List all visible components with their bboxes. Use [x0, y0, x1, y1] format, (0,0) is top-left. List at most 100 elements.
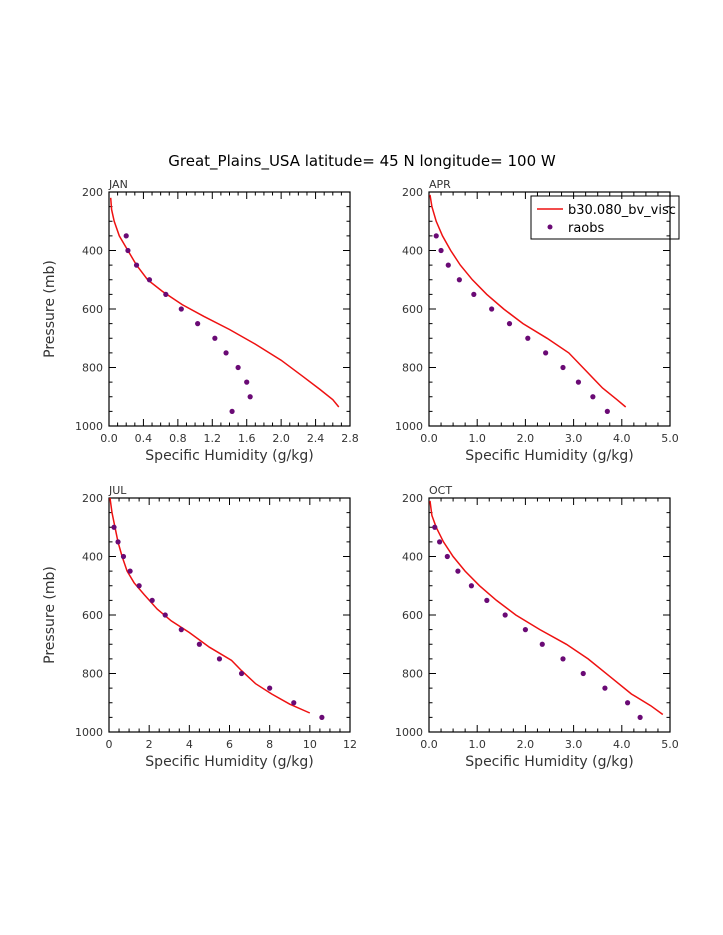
y-tick-label: 800 [82, 668, 103, 681]
obs-point [637, 714, 643, 720]
obs-point [216, 656, 223, 662]
obs-point [580, 670, 586, 677]
obs-point [223, 350, 229, 356]
obs-point [590, 394, 596, 400]
page-title: Great_Plains_USA latitude= 45 N longitud… [168, 152, 556, 171]
obs-point [111, 524, 117, 530]
plot-frame [108, 191, 351, 427]
y-tick-label: 800 [82, 362, 103, 375]
obs-point [136, 583, 142, 589]
plot-frame [428, 497, 671, 733]
obs-point [525, 335, 531, 341]
obs-point [178, 306, 184, 312]
model-line-apr [429, 194, 627, 408]
obs-point [438, 247, 444, 254]
x-tick-label: 2.8 [341, 432, 359, 445]
obs-point [267, 685, 273, 691]
y-tick-label: 600 [402, 609, 423, 622]
obs-point [539, 641, 545, 647]
x-tick-label: 5.0 [661, 432, 679, 445]
chart-panels: JAN 0.0 0.4 0.8 1.2 1.6 2.0 2.4 2.8 200 400 600 800 1… [42, 178, 679, 770]
x-tick-label: 8 [266, 738, 273, 751]
y-tick-label: 200 [82, 186, 103, 199]
obs-point [575, 379, 582, 385]
x-tick-label: 6 [226, 738, 233, 751]
obs-point [244, 379, 250, 385]
obs-point [560, 364, 566, 371]
y-tick-label: 200 [82, 492, 103, 505]
y-tick-label: 1000 [395, 726, 423, 739]
obs-point [604, 408, 610, 414]
y-tick-label: 1000 [75, 420, 103, 433]
x-tick-label: 0.0 [100, 432, 118, 445]
obs-point [195, 321, 201, 327]
x-tick-label: 3.0 [565, 432, 583, 445]
x-tick-label: 4.0 [613, 432, 631, 445]
obs-point [196, 641, 202, 647]
x-axis-label: Specific Humidity (g/kg) [145, 448, 313, 464]
x-tick-label: 12 [343, 738, 357, 751]
x-tick-label: 4.0 [613, 738, 631, 751]
x-tick-label: 2.0 [272, 432, 290, 445]
model-line-oct [429, 500, 664, 716]
obs-point [432, 524, 438, 530]
obs-point [560, 656, 566, 662]
x-tick-label: 2.4 [307, 432, 325, 445]
y-axis-label: Pressure (mb) [42, 566, 58, 664]
plot-frame [108, 497, 351, 733]
y-tick-label: 200 [402, 186, 423, 199]
y-tick-label: 400 [402, 551, 423, 564]
obs-point [163, 291, 169, 297]
x-tick-label: 3.0 [565, 738, 583, 751]
obs-point [502, 612, 508, 618]
obs-point [437, 539, 443, 545]
panel-label: OCT [429, 484, 452, 497]
y-tick-label: 600 [82, 303, 103, 316]
x-tick-label: 0.8 [169, 432, 187, 445]
obs-point [506, 321, 513, 327]
y-tick-label: 800 [402, 668, 423, 681]
y-axis-label: Pressure (mb) [42, 260, 58, 358]
obs-point [212, 335, 218, 341]
x-tick-label: 1.6 [238, 432, 256, 445]
obs-point [291, 700, 297, 706]
y-tick-label: 600 [82, 609, 103, 622]
y-tick-label: 400 [82, 245, 103, 258]
obs-point [445, 262, 451, 268]
obs-point [433, 233, 439, 239]
obs-point [247, 394, 253, 400]
x-tick-label: 2.0 [517, 738, 535, 751]
panel-oct: OCT 0.0 1.0 2.0 3.0 4.0 5.0 200 400 600 800 1000 Spe… [395, 484, 679, 770]
model-line-jan [109, 197, 340, 408]
obs-point [489, 306, 495, 312]
legend-obs-label: raobs [568, 221, 605, 236]
x-tick-label: 0.0 [420, 738, 438, 751]
panel-label: JUL [108, 484, 127, 497]
x-tick-label: 0 [106, 738, 113, 751]
obs-point [229, 408, 235, 414]
obs-point [455, 568, 461, 574]
x-tick-label: 4 [186, 738, 193, 751]
obs-point [624, 700, 631, 706]
obs-point [125, 247, 131, 254]
legend-obs-swatch [547, 224, 553, 230]
x-tick-label: 1.0 [468, 432, 486, 445]
obs-point [146, 277, 153, 283]
obs-point [133, 262, 140, 268]
y-tick-label: 1000 [395, 420, 423, 433]
model-line-jul [109, 497, 311, 714]
x-tick-label: 1.2 [204, 432, 222, 445]
y-tick-label: 1000 [75, 726, 103, 739]
obs-point [543, 350, 549, 356]
obs-point [471, 291, 477, 297]
obs-point [149, 597, 155, 603]
obs-point [162, 612, 168, 618]
legend-box [530, 195, 680, 240]
y-tick-label: 400 [82, 551, 103, 564]
obs-point [235, 364, 241, 371]
x-tick-label: 0.0 [420, 432, 438, 445]
obs-point [120, 553, 127, 560]
panel-apr: APR 0.0 1.0 2.0 3.0 4.0 5.0 200 400 600 800 1000 Spe… [395, 178, 679, 464]
x-tick-label: 2.0 [517, 432, 535, 445]
